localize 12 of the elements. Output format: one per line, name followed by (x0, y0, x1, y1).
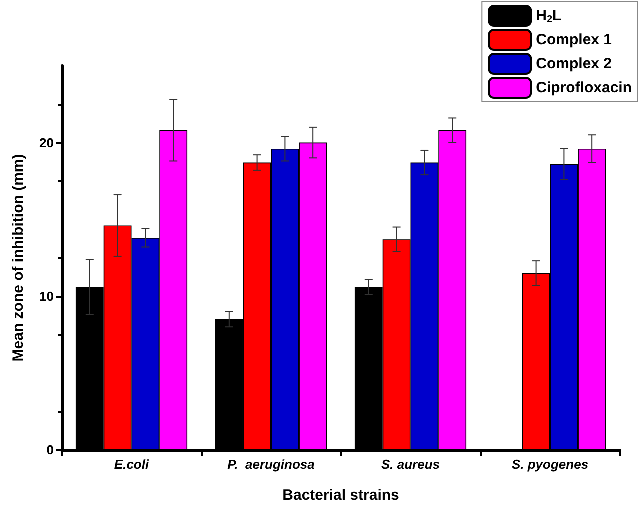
legend-label: Complex 1 (536, 32, 612, 48)
x-tick-label: E.coli (114, 457, 150, 472)
legend-label: Ciprofloxacin (536, 80, 632, 96)
x-axis-title: Bacterial strains (282, 487, 400, 504)
legend-label: Complex 2 (536, 56, 612, 72)
y-tick-label: 20 (40, 135, 54, 150)
x-tick-label: P. aeruginosa (228, 457, 315, 472)
y-tick-label: 10 (40, 288, 54, 304)
x-tick-label: S. pyogenes (512, 457, 589, 472)
y-tick-label: 0 (46, 442, 54, 458)
x-tick-label: S. aureus (381, 457, 440, 472)
y-axis-title: Mean zone of inhibition (mm) (10, 154, 27, 362)
